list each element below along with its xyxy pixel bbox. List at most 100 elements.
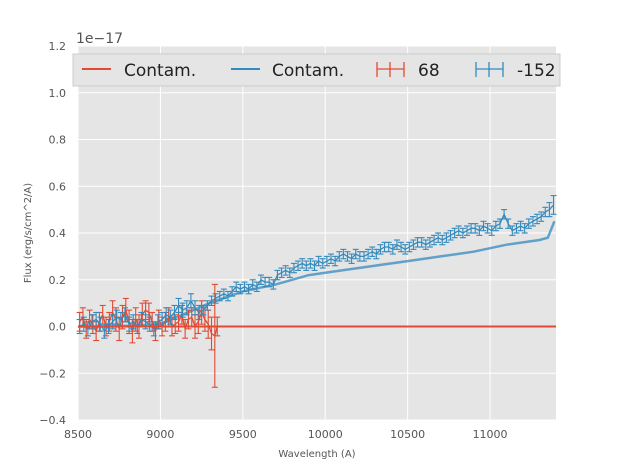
data-point — [484, 223, 491, 234]
y-tick-label: −0.2 — [39, 367, 66, 380]
data-point — [546, 202, 553, 218]
y-tick-label: 0.6 — [49, 180, 67, 193]
data-point — [163, 307, 170, 323]
data-point — [513, 223, 520, 234]
series-3 — [76, 195, 557, 339]
errorbar-connector — [79, 204, 554, 333]
legend-label-minus-152: -152 — [517, 61, 556, 81]
data-point — [336, 251, 343, 262]
data-point — [175, 297, 182, 314]
data-point — [282, 265, 289, 276]
data-point — [328, 253, 335, 264]
legend-box — [72, 53, 561, 87]
data-point — [237, 283, 244, 295]
data-point — [311, 260, 318, 271]
data-point — [505, 218, 512, 229]
x-axis-ticks: 8500 9000 9500 10000 10500 11000 — [64, 428, 508, 441]
legend-label-68: 68 — [418, 61, 440, 81]
data-point — [233, 281, 240, 292]
data-point — [192, 300, 199, 316]
data-point — [249, 279, 256, 290]
x-axis-label: Wavelength (A) — [278, 449, 355, 460]
data-point — [340, 248, 347, 260]
data-point — [431, 234, 438, 246]
data-point — [257, 274, 264, 285]
data-point — [295, 260, 302, 271]
data-point — [299, 258, 306, 269]
data-point — [344, 251, 351, 262]
data-point — [245, 283, 252, 295]
x-tick-label: 8500 — [64, 428, 92, 441]
series-line — [78, 220, 556, 328]
data-point — [172, 314, 179, 335]
data-point — [80, 316, 87, 332]
legend-label-contam-red: Contam. — [124, 61, 196, 81]
data-point — [360, 251, 367, 262]
data-point — [121, 307, 128, 323]
data-point — [422, 239, 429, 250]
data-point — [171, 304, 178, 321]
data-point — [402, 244, 409, 255]
data-point — [525, 218, 532, 229]
y-tick-label: 0.4 — [49, 227, 67, 240]
data-point — [84, 321, 91, 337]
data-point — [455, 225, 462, 236]
data-point — [229, 286, 236, 297]
data-point — [200, 304, 207, 316]
data-point — [187, 293, 194, 309]
x-tick-label: 10000 — [308, 428, 343, 441]
data-point — [167, 309, 174, 325]
data-point — [459, 227, 466, 239]
y-tick-label: 0.8 — [49, 134, 67, 147]
data-point — [534, 213, 541, 225]
data-point — [352, 248, 359, 260]
data-point — [323, 255, 330, 267]
data-point — [212, 293, 219, 304]
data-point — [472, 223, 479, 234]
legend-entry-contam-blue: Contam. — [231, 61, 344, 81]
data-point — [447, 230, 454, 241]
legend-errorbar-icon-68 — [376, 62, 405, 77]
data-point — [435, 232, 442, 243]
data-point — [315, 255, 322, 267]
data-point — [319, 258, 326, 269]
data-point — [274, 269, 281, 281]
data-point — [398, 241, 405, 253]
data-point — [389, 244, 396, 255]
data-point — [439, 234, 446, 246]
data-point — [480, 220, 487, 232]
y-offset-label: 1e−17 — [76, 31, 123, 47]
data-point — [538, 211, 545, 222]
legend-entry-minus-152: -152 — [475, 61, 556, 81]
y-tick-label: 1.0 — [49, 87, 67, 100]
data-point — [179, 302, 186, 318]
data-point — [550, 195, 557, 215]
data-point — [253, 281, 260, 292]
data-point — [106, 311, 113, 332]
data-point — [146, 316, 153, 332]
data-point — [509, 225, 516, 236]
data-point — [220, 288, 227, 300]
y-tick-label: −0.4 — [39, 414, 66, 427]
data-point — [241, 281, 248, 292]
data-point — [126, 316, 133, 332]
data-point — [113, 309, 120, 325]
data-point — [476, 225, 483, 236]
data-point — [332, 255, 339, 267]
data-point — [377, 244, 384, 255]
x-tick-label: 9500 — [229, 428, 257, 441]
data-point — [290, 262, 297, 274]
x-tick-label: 10500 — [390, 428, 425, 441]
data-point — [463, 225, 470, 236]
data-point — [418, 237, 425, 248]
data-point — [410, 239, 417, 250]
data-point — [369, 246, 376, 257]
legend-label-contam-blue: Contam. — [272, 61, 344, 81]
data-point — [286, 267, 293, 278]
series-1 — [78, 220, 556, 328]
y-axis-ticks: −0.4 −0.2 0.0 0.2 0.4 0.6 0.8 1.0 1.2 — [39, 40, 66, 427]
data-point — [393, 239, 400, 250]
data-point — [198, 300, 205, 325]
data-point — [183, 300, 190, 316]
